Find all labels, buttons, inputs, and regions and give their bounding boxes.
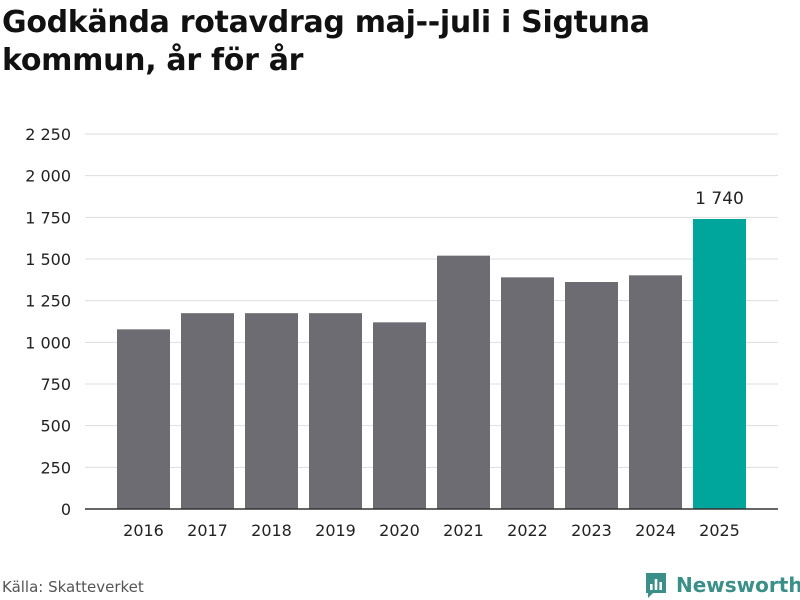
bar-2020 — [373, 322, 426, 509]
bar-2016 — [117, 329, 170, 509]
x-tick-label: 2017 — [187, 521, 228, 540]
y-tick-label: 1 250 — [25, 292, 71, 311]
bar-chart: 0 250 500 750 1 000 1 250 1 500 1 750 2 000 2 250… — [25, 125, 778, 540]
y-tick-label: 750 — [40, 375, 71, 394]
brand-logo: Newsworthy — [644, 570, 800, 600]
data-label-2025: 1 740 — [695, 189, 744, 209]
bar-2023 — [565, 282, 618, 509]
bar-2017 — [181, 313, 234, 509]
bars — [117, 219, 746, 509]
x-tick-label: 2016 — [123, 521, 164, 540]
bar-2019 — [309, 313, 362, 509]
y-tick-label: 2 250 — [25, 125, 71, 144]
y-tick-label: 1 000 — [25, 333, 71, 352]
y-tick-label: 0 — [61, 500, 71, 519]
source-note: Källa: Skatteverket — [2, 578, 144, 596]
bar-2021 — [437, 255, 490, 509]
x-tick-label: 2024 — [635, 521, 676, 540]
y-tick-label: 500 — [40, 417, 71, 436]
x-tick-label: 2018 — [251, 521, 292, 540]
y-axis-ticks: 0 250 500 750 1 000 1 250 1 500 1 750 2 000 2 250 — [25, 125, 71, 519]
newsworthy-logo-icon — [646, 573, 666, 598]
x-tick-label: 2019 — [315, 521, 356, 540]
bar-2018 — [245, 313, 298, 509]
bar-2022 — [501, 277, 554, 509]
x-tick-label: 2021 — [443, 521, 484, 540]
x-tick-label: 2023 — [571, 521, 612, 540]
y-tick-label: 1 750 — [25, 208, 71, 227]
y-tick-label: 2 000 — [25, 167, 71, 186]
data-labels: 1 740 — [695, 189, 744, 209]
chart-title: Godkända rotavdrag maj--juli i Sigtuna k… — [2, 5, 650, 78]
bar-2024 — [629, 275, 682, 509]
y-tick-label: 1 500 — [25, 250, 71, 269]
x-tick-label: 2025 — [699, 521, 740, 540]
x-tick-label: 2022 — [507, 521, 548, 540]
x-axis-ticks: 2016 2017 2018 2019 2020 2021 2022 2023 2024 2025 — [123, 521, 740, 540]
bar-2025 — [693, 219, 746, 509]
brand-name: Newsworthy — [676, 573, 800, 597]
y-tick-label: 250 — [40, 458, 71, 477]
x-tick-label: 2020 — [379, 521, 420, 540]
